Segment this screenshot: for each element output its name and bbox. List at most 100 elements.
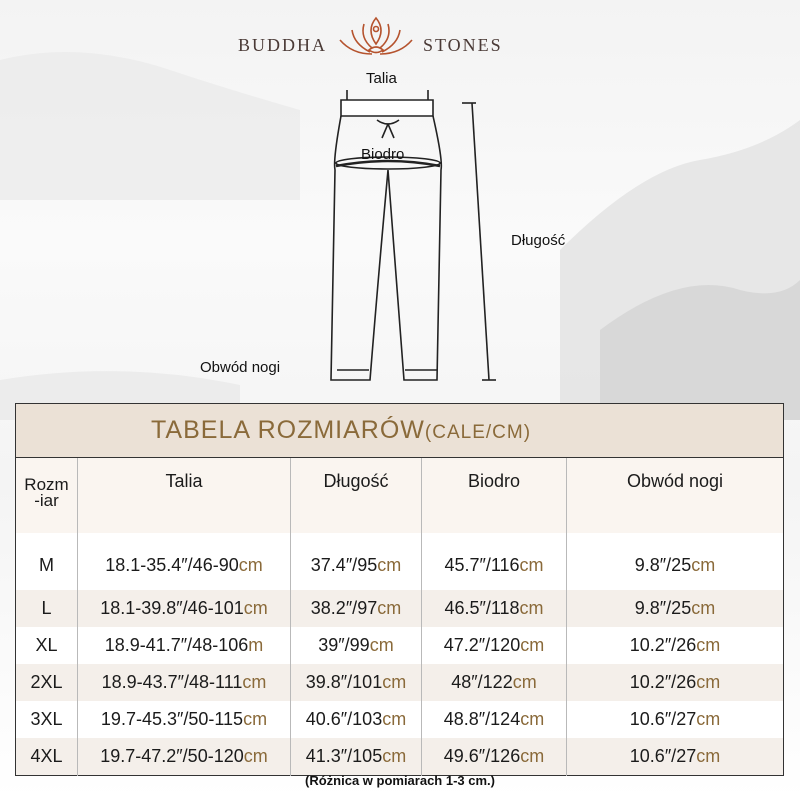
value: 19.7-47.2″/50-120 [100, 746, 244, 766]
header-hip: Biodro [421, 457, 567, 533]
unit: cm [377, 598, 402, 618]
unit: cm [238, 555, 263, 575]
unit: cm [382, 709, 407, 729]
unit: cm [520, 746, 545, 766]
unit: cm [382, 746, 407, 766]
unit: cm [691, 598, 716, 618]
cell-length: 41.3″/105cm [290, 738, 422, 776]
length-label: Długość [511, 232, 566, 249]
value: 48.8″/124 [443, 709, 521, 729]
header-size-line2: -iar [34, 491, 59, 510]
unit: cm [520, 635, 545, 655]
cell-length: 40.6″/103cm [290, 701, 422, 738]
value: 18.9-43.7″/48-111 [101, 672, 243, 692]
cell-hip: 46.5″/118cm [421, 590, 567, 627]
unit: cm [520, 709, 545, 729]
brand-logo: BUDDHA STONES [238, 16, 510, 64]
cell-waist: 19.7-47.2″/50-120cm [77, 738, 291, 776]
cell-length: 37.4″/95cm [290, 533, 422, 590]
cell-size: M [15, 533, 78, 590]
value: 9.8″/25 [634, 555, 692, 575]
cell-size: 3XL [15, 701, 78, 738]
value: 45.7″/116 [444, 555, 520, 575]
measurement-note: (Różnica w pomiarach 1-3 cm.) [305, 773, 495, 788]
table-title: TABELA ROZMIARÓW [151, 416, 425, 444]
value: 41.3″/105 [305, 746, 383, 766]
unit: cm [512, 672, 537, 692]
cell-waist: 18.9-43.7″/48-111cm [77, 664, 291, 701]
cell-waist: 18.9-41.7″/48-106m [77, 627, 291, 664]
value: 48″/122 [451, 672, 513, 692]
cell-waist: 18.1-39.8″/46-101cm [77, 590, 291, 627]
value: 10.2″/26 [629, 635, 697, 655]
cell-hip: 49.6″/126cm [421, 738, 567, 776]
table-row: 3XL 19.7-45.3″/50-115cm 40.6″/103cm 48.8″/1… [15, 701, 784, 738]
cell-length: 39.8″/101cm [290, 664, 422, 701]
leg-opening-label: Obwód nogi [200, 359, 281, 376]
unit: cm [691, 555, 716, 575]
table-row: L 18.1-39.8″/46-101cm 38.2″/97cm 46.5″/118c… [15, 590, 784, 627]
brand-left-text: BUDDHA [238, 35, 328, 55]
cell-leg-opening: 9.8″/25cm [566, 590, 784, 627]
lotus-meditation-icon [339, 16, 413, 55]
brand-right-text: STONES [423, 35, 503, 55]
value: 9.8″/25 [634, 598, 692, 618]
cell-size: 4XL [15, 738, 78, 776]
cell-hip: 45.7″/116cm [421, 533, 567, 590]
value: 10.2″/26 [629, 672, 697, 692]
value: 39″/99 [318, 635, 370, 655]
cell-hip: 48.8″/124cm [421, 701, 567, 738]
table-title-units: (CALE/CM) [424, 422, 532, 443]
table-row: 4XL 19.7-47.2″/50-120cm 41.3″/105cm 49.6″/1… [15, 738, 784, 776]
table-title-row: TABELA ROZMIARÓW(CALE/CM) [15, 403, 784, 458]
unit: cm [696, 635, 721, 655]
unit: cm [243, 709, 268, 729]
unit: cm [696, 672, 721, 692]
cell-length: 38.2″/97cm [290, 590, 422, 627]
size-chart-table: TABELA ROZMIARÓW(CALE/CM) Rozm -iar Talia… [15, 403, 784, 776]
unit: m [248, 635, 264, 655]
value: 18.9-41.7″/48-106 [104, 635, 249, 655]
unit: cm [243, 746, 268, 766]
cell-waist: 19.7-45.3″/50-115cm [77, 701, 291, 738]
table-row: M 18.1-35.4″/46-90cm 37.4″/95cm 45.7″/116cm… [15, 533, 784, 590]
value: 37.4″/95 [310, 555, 378, 575]
header-length: Długość [290, 457, 422, 533]
cell-hip: 47.2″/120cm [421, 627, 567, 664]
value: 38.2″/97 [310, 598, 378, 618]
cell-size: XL [15, 627, 78, 664]
cell-hip: 48″/122cm [421, 664, 567, 701]
header-leg-opening: Obwód nogi [566, 457, 784, 533]
unit: cm [377, 555, 402, 575]
unit: cm [519, 555, 544, 575]
pants-diagram [330, 90, 496, 381]
header-size: Rozm -iar [15, 457, 78, 533]
table-row: XL 18.9-41.7″/48-106m 39″/99cm 47.2″/120cm 1… [15, 627, 784, 664]
mountain-background [0, 52, 800, 420]
unit: cm [696, 709, 721, 729]
value: 18.1-35.4″/46-90 [105, 555, 239, 575]
cell-size: L [15, 590, 78, 627]
table-header-row: Rozm -iar Talia Długość Biodro Obwód nogi [15, 457, 784, 533]
value: 39.8″/101 [305, 672, 383, 692]
cell-leg-opening: 10.6″/27cm [566, 701, 784, 738]
unit: cm [696, 746, 721, 766]
header-waist: Talia [77, 457, 291, 533]
header-size-line1: Rozm [24, 475, 69, 494]
cell-size: 2XL [15, 664, 78, 701]
waist-label: Talia [366, 70, 397, 87]
value: 10.6″/27 [629, 746, 697, 766]
unit: cm [243, 598, 268, 618]
cell-leg-opening: 10.2″/26cm [566, 664, 784, 701]
unit: cm [519, 598, 544, 618]
value: 10.6″/27 [629, 709, 697, 729]
cell-leg-opening: 10.6″/27cm [566, 738, 784, 776]
unit: cm [369, 635, 394, 655]
value: 49.6″/126 [443, 746, 521, 766]
value: 46.5″/118 [444, 598, 520, 618]
value: 18.1-39.8″/46-101 [100, 598, 244, 618]
cell-waist: 18.1-35.4″/46-90cm [77, 533, 291, 590]
value: 19.7-45.3″/50-115 [100, 709, 244, 729]
cell-leg-opening: 10.2″/26cm [566, 627, 784, 664]
value: 47.2″/120 [443, 635, 521, 655]
